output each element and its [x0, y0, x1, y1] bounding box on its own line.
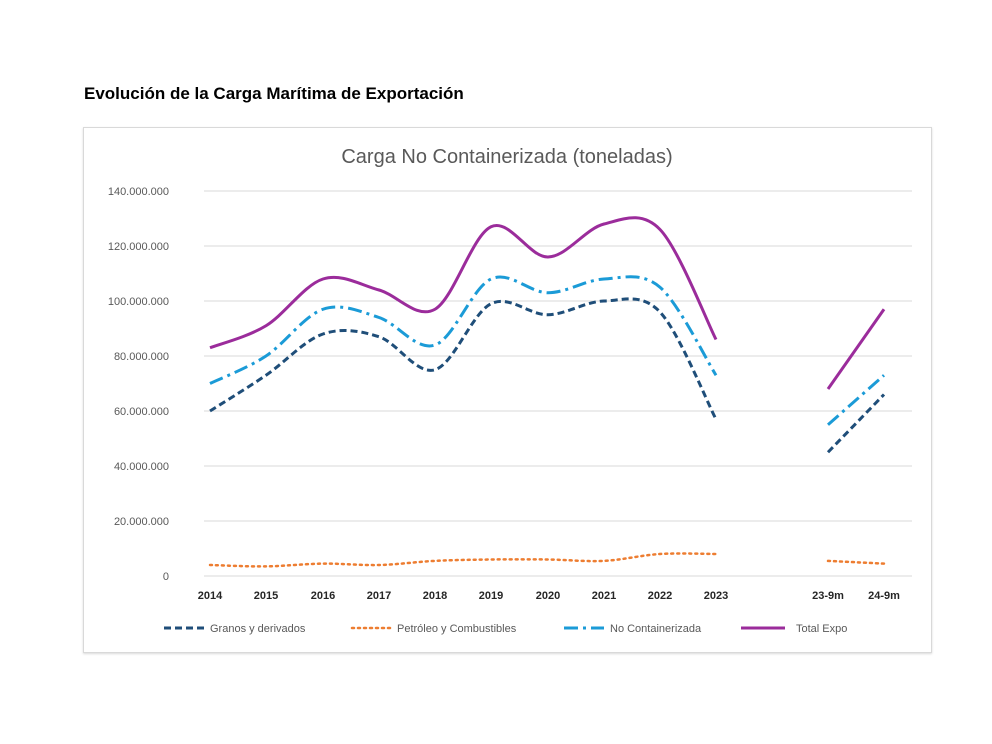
y-tick-label: 40.000.000 [114, 461, 169, 473]
legend-item-granos-y-derivados: Granos y derivados [164, 623, 306, 635]
legend-label: No Containerizada [610, 623, 702, 635]
y-tick-label: 100.000.000 [108, 296, 169, 308]
x-tick-label: 2020 [536, 590, 560, 602]
legend: Granos y derivados Petróleo y Combustible… [164, 623, 847, 635]
legend-item-no-containerizada: No Containerizada [564, 623, 702, 635]
x-tick-label: 2022 [648, 590, 672, 602]
series-lines [208, 216, 886, 568]
series-line-no-containerizada [209, 275, 718, 385]
series-line-petroleo-y-combustibles [826, 559, 886, 565]
x-tick-label: 2021 [592, 590, 616, 602]
series-line-no-containerizada [827, 374, 885, 426]
x-tick-label: 2023 [704, 590, 728, 602]
x-tick-label: 2019 [479, 590, 503, 602]
series-line-petroleo-y-combustibles [208, 552, 718, 568]
page-title: Evolución de la Carga Marítima de Export… [84, 84, 464, 103]
x-tick-label: 23-9m [812, 590, 844, 602]
legend-label: Total Expo [796, 623, 847, 635]
x-tick-label: 2016 [311, 590, 335, 602]
series-line-granos-y-derivados [209, 297, 718, 420]
y-tick-label: 80.000.000 [114, 351, 169, 363]
legend-item-petroleo-y-combustibles: Petróleo y Combustibles [350, 623, 517, 635]
series-line-granos-y-derivados [826, 393, 886, 454]
y-tick-label: 20.000.000 [114, 516, 169, 528]
legend-item-total-expo: Total Expo [741, 623, 847, 635]
x-tick-label: 2014 [198, 590, 223, 602]
y-tick-label: 120.000.000 [108, 241, 169, 253]
x-tick-label: 2017 [367, 590, 391, 602]
chart-title: Carga No Containerizada (toneladas) [341, 146, 672, 168]
y-tick-label: 60.000.000 [114, 406, 169, 418]
legend-label: Petróleo y Combustibles [397, 623, 517, 635]
y-axis: 0 20.000.000 40.000.000 60.000.000 80.000.00… [108, 186, 169, 583]
x-tick-label: 24-9m [868, 590, 900, 602]
y-tick-label: 140.000.000 [108, 186, 169, 198]
x-axis: 2014 2015 2016 2017 2018 2019 2020 2021 2022 2023… [198, 590, 900, 602]
series-line-total-expo [826, 308, 886, 390]
series-line-total-expo [209, 216, 718, 350]
x-tick-label: 2018 [423, 590, 447, 602]
legend-label: Granos y derivados [210, 623, 306, 635]
chart-frame: Carga No Containerizada (toneladas) 0 20.… [83, 127, 932, 653]
x-tick-label: 2015 [254, 590, 278, 602]
line-chart: Carga No Containerizada (toneladas) 0 20.… [108, 146, 912, 635]
y-tick-label: 0 [163, 571, 169, 583]
gridlines [204, 190, 912, 577]
